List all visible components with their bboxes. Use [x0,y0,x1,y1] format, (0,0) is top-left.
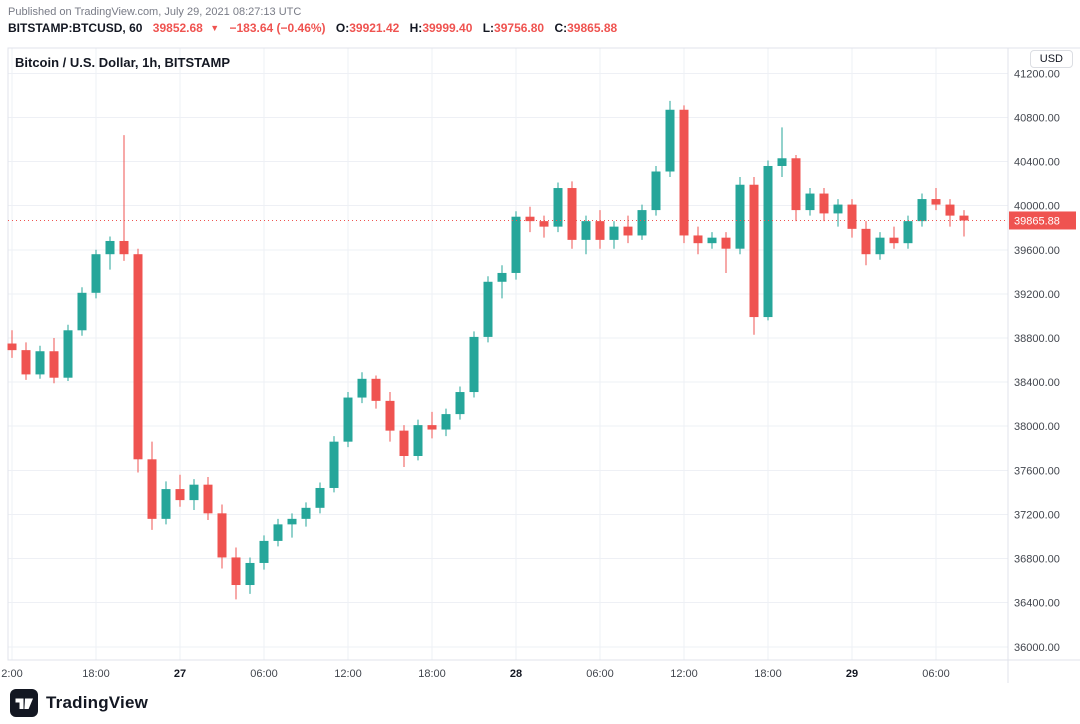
published-line: Published on TradingView.com, July 29, 2… [8,6,302,18]
svg-text:40400.00: 40400.00 [1014,157,1060,169]
tradingview-logo-icon[interactable] [10,689,38,717]
symbol-interval: BITSTAMP:BTCUSD, 60 [8,21,143,35]
high-value: 39999.40 [422,21,473,35]
svg-text:18:00: 18:00 [82,668,110,680]
svg-text:18:00: 18:00 [418,668,446,680]
svg-text:12:00: 12:00 [334,668,362,680]
open-label: O: [335,21,350,35]
down-arrow-icon: ▼ [210,23,220,33]
svg-text:06:00: 06:00 [922,668,950,680]
svg-text:41200.00: 41200.00 [1014,68,1060,80]
last-price-badge: 39865.88 [1009,211,1076,230]
candles[interactable] [7,100,969,600]
svg-text:37600.00: 37600.00 [1014,465,1060,477]
svg-text:28: 28 [510,668,522,680]
svg-text:36400.00: 36400.00 [1014,598,1060,610]
svg-text:18:00: 18:00 [754,668,782,680]
currency-toggle-button[interactable]: USD [1029,50,1073,68]
chart-legend: Bitcoin / U.S. Dollar, 1h, BITSTAMP [15,55,231,70]
high-label: H: [409,21,423,35]
last-price: 39852.68 [152,21,203,35]
svg-text:27: 27 [174,668,186,680]
svg-text:40000.00: 40000.00 [1014,201,1060,213]
svg-text:29: 29 [846,668,858,680]
svg-text:37200.00: 37200.00 [1014,509,1060,521]
low-label: L: [482,21,495,35]
svg-text:38000.00: 38000.00 [1014,421,1060,433]
svg-text:36000.00: 36000.00 [1014,642,1060,654]
svg-text:12:00: 12:00 [670,668,698,680]
svg-text:06:00: 06:00 [586,668,614,680]
svg-text:39200.00: 39200.00 [1014,289,1060,301]
symbol-line: BITSTAMP:BTCUSD, 60 39852.68 ▼ −183.64 (… [8,21,617,35]
close-label: C: [554,21,568,35]
svg-text:40800.00: 40800.00 [1014,112,1060,124]
svg-text:38800.00: 38800.00 [1014,333,1060,345]
price-axis[interactable]: 41200.00 40800.00 40400.00 40000.00 39600.00… [1014,68,1060,653]
price-change: −183.64 (−0.46%) [229,21,326,35]
close-value: 39865.88 [567,21,618,35]
svg-text:39600.00: 39600.00 [1014,245,1060,257]
svg-text:2:00: 2:00 [1,668,22,680]
svg-text:06:00: 06:00 [250,668,278,680]
plot-border [7,47,1080,683]
grid [8,48,1008,660]
svg-text:36800.00: 36800.00 [1014,554,1060,566]
time-axis[interactable]: 2:00 18:00 27 06:00 12:00 18:00 28 06:00 12:00 18… [1,668,949,680]
brand-name: TradingView [46,693,149,712]
svg-text:39865.88: 39865.88 [1014,215,1060,227]
tradingview-brand-link[interactable]: TradingView [10,689,148,717]
low-value: 39756.80 [494,21,545,35]
svg-text:38400.00: 38400.00 [1014,377,1060,389]
open-value: 39921.42 [349,21,400,35]
